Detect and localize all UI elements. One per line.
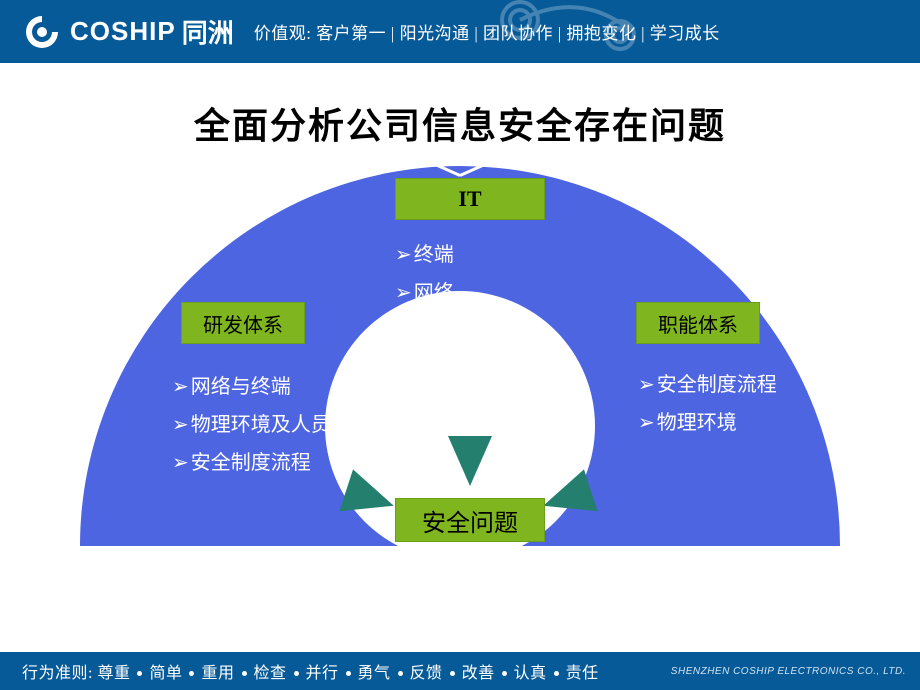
values-label: 价值观: bbox=[254, 24, 312, 43]
footer-items: 尊重简单重用检查并行勇气反馈改善认真责任 bbox=[97, 665, 598, 682]
diagram: IT 研发体系 职能体系 ➢终端➢网络➢数据中心 ➢网络与终端➢物理环境及人员安… bbox=[0, 158, 920, 638]
logo: COSHIP 同洲 bbox=[22, 12, 234, 52]
footer-company: SHENZHEN COSHIP ELECTRONICS CO., LTD. bbox=[671, 666, 906, 677]
core-label: 安全问题 bbox=[395, 498, 545, 542]
page-title: 全面分析公司信息安全存在问题 bbox=[0, 97, 920, 149]
tag-left: 研发体系 bbox=[181, 302, 305, 344]
semicircle bbox=[80, 166, 840, 546]
footer-bar: 行为准则: 尊重简单重用检查并行勇气反馈改善认真责任 SHENZHEN COSH… bbox=[0, 652, 920, 690]
tag-center: IT bbox=[395, 178, 545, 220]
header-swirl-decor bbox=[460, 0, 660, 63]
tag-right: 职能体系 bbox=[636, 302, 760, 344]
bullets-right: ➢安全制度流程➢物理环境 bbox=[638, 366, 777, 442]
logo-cn: 同洲 bbox=[182, 13, 234, 50]
bullets-center: ➢终端➢网络➢数据中心 bbox=[395, 236, 494, 350]
header-bar: COSHIP 同洲 价值观: 客户第一 | 阳光沟通 | 团队协作 | 拥抱变化… bbox=[0, 0, 920, 63]
arrow-down-icon bbox=[448, 436, 492, 486]
logo-icon bbox=[22, 12, 62, 52]
logo-text: COSHIP bbox=[70, 16, 176, 47]
bullets-left: ➢网络与终端➢物理环境及人员安全➢安全制度流程 bbox=[172, 368, 372, 482]
footer-left: 行为准则: 尊重简单重用检查并行勇气反馈改善认真责任 bbox=[22, 659, 599, 683]
footer-label: 行为准则: bbox=[22, 665, 93, 682]
